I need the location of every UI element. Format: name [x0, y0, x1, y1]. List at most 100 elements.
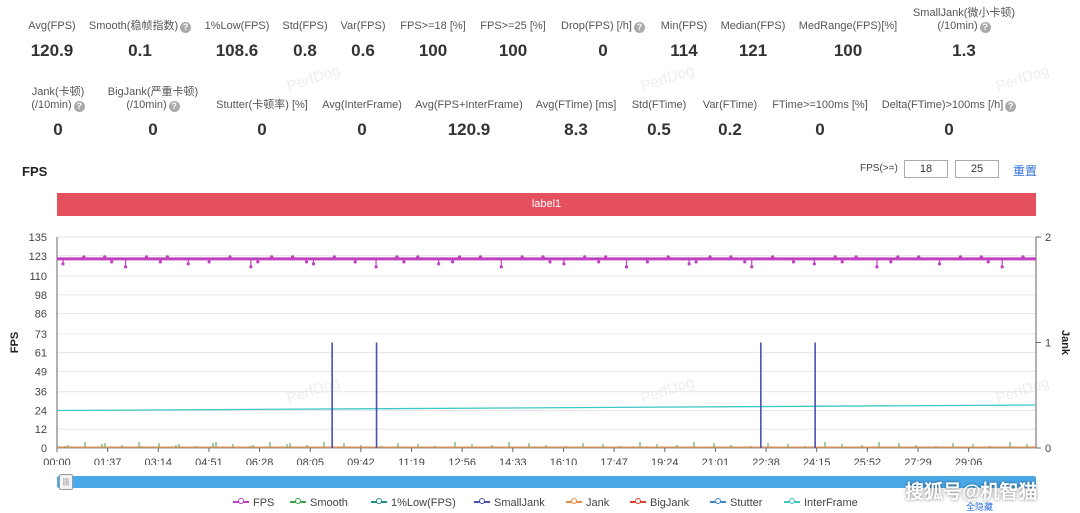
stat-label: SmallJank(微小卡顿): [884, 7, 1044, 20]
stat-label-text: Delta(FTime)>100ms [/h]: [881, 99, 1004, 111]
help-icon[interactable]: ?: [73, 101, 85, 112]
y-tick-label: 24: [35, 405, 47, 417]
y2-tick-label: 0: [1045, 443, 1051, 455]
stat-value: 114: [670, 41, 698, 60]
x-tick-label: 14:33: [499, 457, 527, 465]
stat-label: 1%Low(FPS): [157, 20, 317, 33]
fps-point: [770, 255, 775, 259]
stat-value: 100: [498, 41, 528, 60]
fps-chart[interactable]: 135 123 110 98 86 73 61 49 36 24 12 0 2 1 0 FPS Jank 00:0…: [0, 225, 1080, 465]
fps-point: [597, 260, 601, 264]
stat-value: 0: [598, 41, 608, 60]
stat-label: Var(FTime): [650, 99, 810, 112]
fps-point: [986, 260, 990, 264]
fps-point: [207, 260, 211, 264]
stat-value: 0.1: [128, 41, 152, 60]
fps-point: [416, 255, 420, 259]
x-tick-label: 19:24: [651, 457, 679, 465]
y-tick-label: 73: [35, 329, 47, 341]
x-tick-label: 16:10: [550, 457, 578, 465]
fps-point: [332, 255, 336, 259]
threshold-low-input[interactable]: [904, 160, 948, 178]
y-tick-label: 49: [35, 366, 47, 378]
threshold-high-input[interactable]: [955, 160, 999, 178]
fps-point: [875, 265, 879, 269]
y-tick-label: 110: [29, 271, 47, 283]
fps-point: [541, 255, 545, 259]
x-tick-label: 24:15: [803, 457, 831, 465]
x-tick-label: 22:38: [752, 457, 780, 465]
legend-item-smalljank[interactable]: SmallJank: [474, 497, 545, 509]
threshold-label: FPS(>=): [860, 163, 898, 174]
help-icon[interactable]: ?: [168, 101, 180, 112]
stat-value: 0: [53, 120, 63, 139]
watermark: PerfDog: [638, 61, 697, 96]
fps-point: [791, 260, 796, 264]
x-tick-label: 00:00: [43, 457, 71, 465]
stat-value: 120.9: [447, 120, 491, 139]
y-tick-label: 61: [35, 348, 47, 360]
fps-point: [604, 255, 608, 259]
slider-handle[interactable]: |||: [59, 474, 73, 490]
fps-point: [256, 260, 260, 264]
y2-tick-label: 1: [1045, 338, 1051, 350]
stat-stats_row1-5: FPS>=18 [%] 100: [353, 20, 513, 61]
stat-label: Stutter(卡顿率) [%]: [182, 99, 342, 112]
stat-label-text: Avg(FPS+InterFrame): [415, 99, 523, 111]
y-tick-label: 36: [35, 387, 47, 399]
stat-label: Std(FPS): [225, 20, 385, 33]
stat-label-text: Var(FPS): [340, 20, 386, 32]
legend-item-fps[interactable]: FPS: [233, 497, 274, 509]
x-tick-label: 03:14: [145, 457, 173, 465]
legend-item-stutter[interactable]: Stutter: [710, 497, 762, 509]
stat-value: 120.9: [30, 41, 74, 60]
legend-label: Jank: [586, 497, 610, 509]
fps-point: [937, 262, 942, 266]
chart-legend: FPS Smooth 1%Low(FPS) SmallJank Jank BigJank S…: [0, 497, 1080, 513]
time-range-slider[interactable]: [57, 476, 1036, 488]
stat-label: Jank(卡顿): [0, 86, 138, 99]
fps-point: [583, 255, 587, 259]
fps-point: [186, 262, 190, 266]
legend-item-low1[interactable]: 1%Low(FPS): [371, 497, 456, 509]
stat-label-text: FPS>=18 [%]: [400, 20, 466, 32]
stat-label: Median(FPS): [673, 20, 833, 33]
fps-point: [304, 260, 309, 264]
help-icon[interactable]: ?: [633, 22, 645, 33]
stat-label-text: MedRange(FPS)[%]: [798, 20, 898, 32]
legend-item-jank[interactable]: Jank: [566, 497, 609, 509]
stat-value: 0.6: [351, 41, 375, 60]
legend-item-interframe[interactable]: InterFrame: [784, 497, 858, 509]
stat-stats_row2-0: Jank(卡顿) (/10min)? 0: [0, 86, 138, 140]
x-tick-label: 29:06: [955, 457, 983, 465]
stat-stats_row1-1: Smooth(稳帧指数)? 0.1: [60, 20, 220, 61]
y-axis-label: FPS: [9, 332, 21, 353]
help-icon[interactable]: ?: [180, 22, 192, 33]
fps-point: [833, 255, 837, 259]
fps-point: [450, 260, 455, 264]
help-icon[interactable]: ?: [1005, 101, 1017, 112]
stat-stats_row2-3: Avg(InterFrame) 0: [282, 99, 442, 140]
stat-label-text: 1%Low(FPS): [204, 20, 270, 32]
stat-value: 0: [944, 120, 954, 139]
stat-stats_row2-9: Delta(FTime)>100ms [/h]? 0: [869, 99, 1029, 140]
help-icon[interactable]: ?: [979, 22, 991, 33]
legend-item-bigjank[interactable]: BigJank: [630, 497, 689, 509]
legend-item-smooth[interactable]: Smooth: [290, 497, 348, 509]
reset-button[interactable]: 重置: [1013, 164, 1038, 178]
stat-label-text: Std(FPS): [282, 20, 328, 32]
hide-all-toggle[interactable]: 全隐藏: [966, 502, 994, 512]
stat-label-text: FPS>=25 [%]: [480, 20, 546, 32]
stat-value: 100: [833, 41, 863, 60]
fps-point: [478, 255, 483, 259]
fps-point: [165, 255, 169, 259]
x-tick-label: 17:47: [600, 457, 628, 465]
stat-value: 100: [418, 41, 448, 60]
fps-point: [840, 260, 844, 264]
stat-value: 1.3: [952, 41, 976, 60]
fps-point: [743, 260, 747, 264]
fps-point: [562, 262, 566, 266]
stat-label-text: Smooth(稳帧指数): [88, 20, 179, 32]
fps-point: [889, 260, 893, 264]
label-bar[interactable]: label1: [57, 193, 1036, 216]
